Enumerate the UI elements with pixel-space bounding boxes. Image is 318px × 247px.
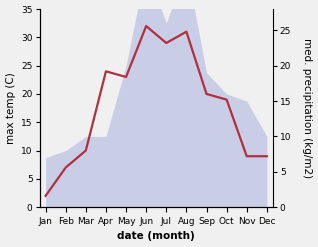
X-axis label: date (month): date (month) xyxy=(117,231,195,242)
Y-axis label: max temp (C): max temp (C) xyxy=(5,72,16,144)
Y-axis label: med. precipitation (kg/m2): med. precipitation (kg/m2) xyxy=(302,38,313,178)
